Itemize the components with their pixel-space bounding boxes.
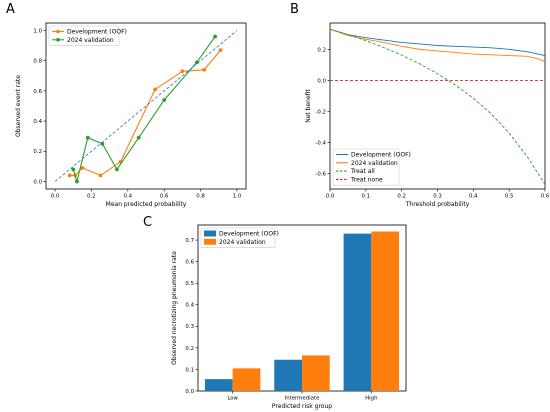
legend-label: Treat all bbox=[350, 168, 375, 175]
legend-marker bbox=[56, 38, 60, 42]
data-point bbox=[153, 87, 157, 92]
reference-line bbox=[54, 30, 238, 182]
y-tick-label: 1.0 bbox=[33, 28, 42, 34]
data-point bbox=[85, 135, 90, 140]
x-tick-label: 0.4 bbox=[469, 194, 478, 200]
y-tick-label: 0.8 bbox=[33, 59, 42, 65]
y-tick-label: 0.2 bbox=[33, 149, 42, 155]
legend-label: Development (OOF) bbox=[351, 152, 411, 159]
data-point bbox=[162, 98, 167, 102]
x-tick-label: 0.3 bbox=[433, 194, 442, 200]
legend-label: 2024 validation bbox=[351, 160, 398, 167]
y-tick-label: 0.4 bbox=[185, 303, 194, 309]
y-axis-label: Observed event rate bbox=[15, 75, 22, 137]
y-axis-label: Observed necrotizing pneumonia rate bbox=[171, 251, 178, 365]
data-point bbox=[67, 173, 72, 178]
y-tick-label: -0.2 bbox=[315, 109, 326, 115]
legend-box bbox=[48, 25, 120, 46]
data-point bbox=[80, 165, 85, 170]
bar bbox=[232, 368, 261, 391]
bar bbox=[371, 231, 400, 391]
x-tick-label: 0.1 bbox=[362, 194, 371, 200]
y-tick-label: 0.0 bbox=[33, 179, 42, 185]
y-tick-label: 0.0 bbox=[317, 78, 326, 84]
calibration-line bbox=[72, 36, 216, 182]
x-tick-label: 0.2 bbox=[87, 194, 96, 200]
legend-label: Treat none bbox=[350, 176, 383, 183]
y-tick-label: 0.6 bbox=[33, 89, 42, 95]
x-tick-label: Intermediate bbox=[285, 396, 320, 402]
x-axis-label: Threshold probability bbox=[405, 201, 470, 208]
data-point bbox=[71, 167, 76, 172]
x-tick-label: 0.0 bbox=[326, 194, 335, 200]
net-benefit-line bbox=[329, 28, 546, 57]
panel-label-c: C bbox=[143, 215, 152, 230]
y-tick-label: 0.3 bbox=[185, 324, 194, 330]
x-tick-label: High bbox=[365, 396, 377, 402]
net-benefit-line bbox=[329, 28, 546, 185]
data-point bbox=[136, 135, 141, 140]
calibration-line bbox=[69, 49, 221, 176]
data-point bbox=[98, 173, 103, 178]
x-tick-label: 0.8 bbox=[196, 194, 205, 200]
legend-marker bbox=[56, 29, 60, 34]
x-tick-label: 1.0 bbox=[233, 194, 242, 200]
y-tick-label: 0.2 bbox=[185, 346, 194, 352]
x-axis-label: Mean predicted probability bbox=[106, 201, 187, 208]
y-tick-label: 0.1 bbox=[185, 367, 194, 373]
y-tick-label: 0.0 bbox=[185, 389, 194, 395]
bar bbox=[204, 379, 233, 391]
x-tick-label: 0.0 bbox=[51, 194, 60, 200]
y-tick-label: 0.2 bbox=[317, 47, 326, 53]
data-point bbox=[180, 69, 185, 74]
x-tick-label: Low bbox=[227, 396, 238, 402]
panel-label-b: B bbox=[290, 2, 299, 17]
panel-label-a: A bbox=[6, 2, 15, 17]
panel-a-frame bbox=[45, 22, 247, 190]
legend-box bbox=[200, 227, 276, 248]
y-tick-label: 0.6 bbox=[185, 260, 194, 266]
data-point bbox=[202, 67, 207, 72]
x-tick-label: 0.6 bbox=[160, 194, 169, 200]
data-point bbox=[218, 48, 223, 53]
net-benefit-line bbox=[329, 28, 546, 63]
legend-label: 2024 validation bbox=[67, 37, 114, 44]
data-point bbox=[75, 179, 79, 184]
bar bbox=[302, 355, 330, 391]
x-tick-label: 0.5 bbox=[505, 194, 514, 200]
x-tick-label: 0.6 bbox=[541, 194, 550, 200]
legend-label: Development (OOF) bbox=[67, 29, 127, 36]
y-tick-label: 0.5 bbox=[185, 281, 194, 287]
y-tick-label: -0.4 bbox=[315, 140, 326, 146]
y-tick-label: 0.4 bbox=[33, 119, 42, 125]
bar bbox=[274, 359, 302, 391]
legend-box bbox=[332, 148, 400, 186]
data-point bbox=[213, 34, 217, 39]
legend-label: 2024 validation bbox=[219, 239, 266, 246]
legend-label: Development (OOF) bbox=[219, 231, 279, 238]
x-tick-label: 0.2 bbox=[397, 194, 406, 200]
x-tick-label: 0.4 bbox=[124, 194, 133, 200]
legend-swatch bbox=[204, 230, 216, 237]
x-axis-label: Predicted risk group bbox=[272, 403, 332, 410]
bar bbox=[343, 233, 372, 391]
legend-swatch bbox=[204, 238, 216, 245]
data-point bbox=[115, 167, 119, 172]
y-tick-label: -0.6 bbox=[315, 171, 326, 177]
y-tick-label: 0.7 bbox=[185, 238, 194, 244]
y-axis-label: Net benefit bbox=[305, 89, 312, 123]
